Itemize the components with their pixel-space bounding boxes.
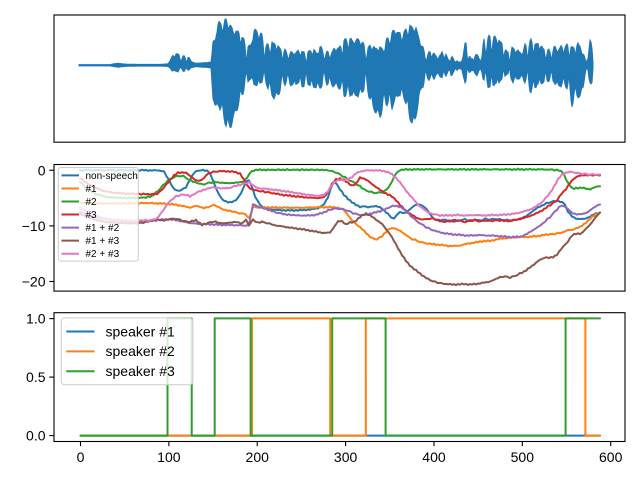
- svg-text:300: 300: [334, 449, 358, 465]
- svg-text:500: 500: [511, 449, 535, 465]
- svg-text:1.0: 1.0: [26, 311, 46, 327]
- svg-text:#1: #1: [86, 184, 98, 195]
- svg-text:−10: −10: [22, 218, 46, 234]
- svg-text:−20: −20: [22, 274, 46, 290]
- svg-text:#2 + #3: #2 + #3: [86, 249, 120, 260]
- svg-text:#1 + #3: #1 + #3: [86, 236, 120, 247]
- svg-text:0: 0: [38, 162, 46, 178]
- svg-text:200: 200: [246, 449, 270, 465]
- svg-text:600: 600: [599, 449, 623, 465]
- svg-text:speaker #3: speaker #3: [106, 363, 175, 379]
- svg-text:#3: #3: [86, 210, 98, 221]
- svg-text:0.0: 0.0: [26, 428, 46, 444]
- svg-text:#2: #2: [86, 197, 98, 208]
- svg-text:#1 + #2: #1 + #2: [86, 223, 120, 234]
- svg-text:non-speech: non-speech: [86, 171, 138, 182]
- svg-text:speaker #1: speaker #1: [106, 323, 175, 339]
- svg-text:400: 400: [422, 449, 446, 465]
- svg-text:0: 0: [77, 449, 85, 465]
- svg-text:100: 100: [157, 449, 181, 465]
- svg-text:speaker #2: speaker #2: [106, 343, 175, 359]
- svg-text:0.5: 0.5: [26, 369, 46, 385]
